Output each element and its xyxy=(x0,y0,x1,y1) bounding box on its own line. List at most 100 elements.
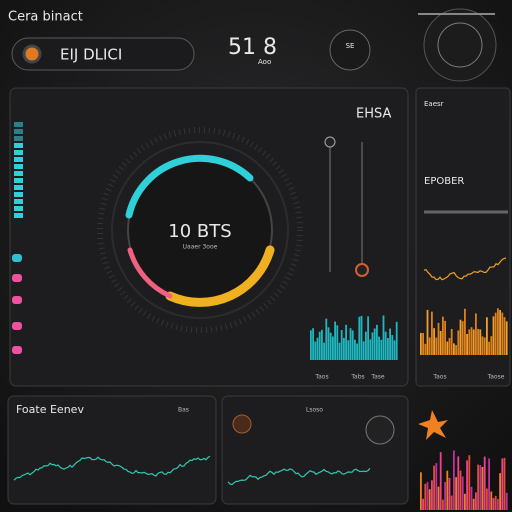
search-text: EIJ DLICI xyxy=(60,46,122,64)
bar xyxy=(459,319,462,355)
bar xyxy=(450,328,453,355)
bar xyxy=(435,337,438,355)
bar xyxy=(475,313,477,355)
bar xyxy=(420,472,422,510)
bar xyxy=(365,331,367,360)
gauge-caption: Uaaer 3ooe xyxy=(183,244,218,251)
bar xyxy=(325,318,328,360)
bar xyxy=(446,470,449,510)
panel-label: EHSA xyxy=(356,107,391,122)
panel-tag: Bas xyxy=(178,407,189,414)
bar xyxy=(501,458,504,510)
burst-icon xyxy=(418,410,448,440)
bar xyxy=(503,457,506,510)
avatar xyxy=(365,415,395,445)
bar xyxy=(433,465,435,510)
bar xyxy=(448,338,451,355)
bar xyxy=(318,331,321,360)
bar xyxy=(459,470,462,510)
bar xyxy=(422,332,424,355)
level-segment xyxy=(14,143,23,148)
dial-inner xyxy=(437,22,483,68)
axis-label: Taos xyxy=(432,374,446,381)
stat-unit: Aoo xyxy=(258,58,271,66)
bar xyxy=(505,492,508,510)
bar xyxy=(437,486,440,510)
status-dot xyxy=(12,296,22,304)
bar xyxy=(442,499,444,510)
bar xyxy=(391,335,394,360)
bar xyxy=(422,498,424,510)
status-dot xyxy=(12,274,22,282)
bar xyxy=(501,312,504,355)
bar xyxy=(373,328,376,360)
bar xyxy=(424,483,427,510)
bar xyxy=(340,330,343,360)
bar xyxy=(455,477,457,510)
bar xyxy=(503,317,506,355)
bar xyxy=(428,489,431,510)
bar xyxy=(420,332,422,355)
bar xyxy=(360,315,363,360)
bar xyxy=(395,321,398,360)
line-chart xyxy=(423,257,507,281)
bar xyxy=(470,486,473,510)
status-dot xyxy=(12,346,22,354)
bar xyxy=(351,330,354,360)
status-dot xyxy=(12,254,22,262)
bar xyxy=(380,339,383,360)
bar xyxy=(492,498,495,510)
bar xyxy=(464,493,466,510)
bar xyxy=(448,477,451,510)
bar xyxy=(472,498,475,510)
dial xyxy=(423,8,497,82)
badge-button[interactable] xyxy=(329,29,371,71)
app-title: Cera binact xyxy=(8,10,83,25)
bar xyxy=(310,330,312,360)
bar xyxy=(479,465,482,510)
bar xyxy=(426,309,429,355)
bar xyxy=(481,466,484,510)
bar xyxy=(389,328,391,360)
gauge-arc-pink xyxy=(127,247,173,299)
bar xyxy=(475,492,477,510)
level-segment xyxy=(14,206,23,211)
slider-knob[interactable] xyxy=(324,136,336,148)
bar xyxy=(382,315,385,360)
bar xyxy=(492,316,495,355)
bar xyxy=(393,340,396,360)
bottom-panel xyxy=(221,395,409,505)
slider-knob[interactable] xyxy=(355,263,369,277)
axis-label: Tabs xyxy=(350,374,364,381)
bar xyxy=(461,321,464,355)
bar xyxy=(345,324,347,360)
bar xyxy=(327,327,330,360)
bar xyxy=(442,316,444,355)
bar xyxy=(488,458,490,510)
bar xyxy=(464,308,466,355)
bar xyxy=(470,327,473,355)
bar xyxy=(362,341,365,360)
bar xyxy=(455,345,457,355)
bar xyxy=(332,336,334,360)
avatar xyxy=(232,414,252,434)
bar xyxy=(433,328,435,355)
level-segment xyxy=(14,122,23,127)
bar xyxy=(431,480,433,510)
bar xyxy=(477,464,479,510)
bar xyxy=(468,329,471,355)
bar xyxy=(387,338,389,360)
side-section: EPOBER xyxy=(424,176,464,187)
gauge-ticks xyxy=(97,127,303,333)
gauge-value: 10 BTS xyxy=(168,221,231,242)
bar xyxy=(461,476,464,510)
bar xyxy=(384,331,387,360)
bar xyxy=(343,337,345,360)
bar xyxy=(329,332,332,360)
bar xyxy=(444,320,446,355)
search-box[interactable] xyxy=(11,37,195,71)
bar xyxy=(481,336,484,355)
bar xyxy=(439,330,442,355)
level-segment xyxy=(14,185,23,190)
